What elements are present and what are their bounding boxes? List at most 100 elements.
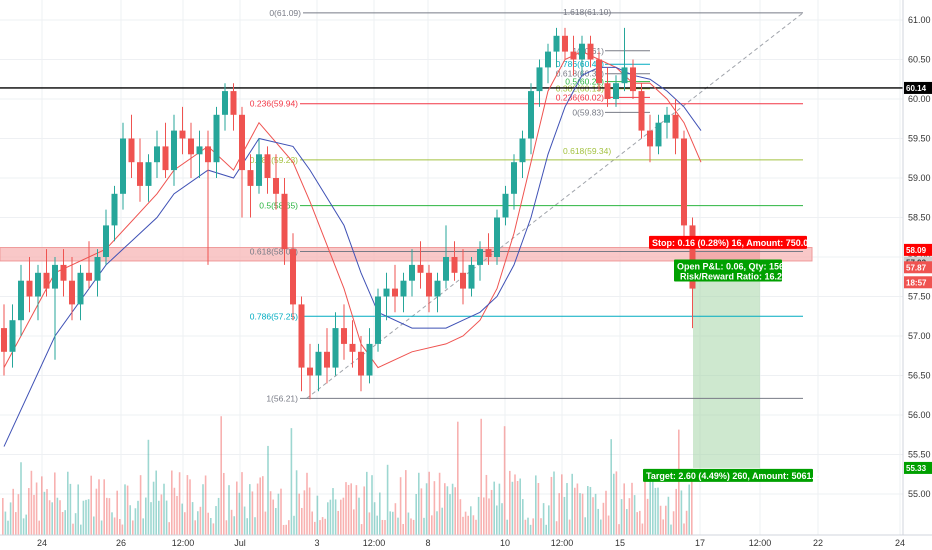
volume-bar bbox=[87, 499, 90, 535]
volume-bar bbox=[108, 498, 111, 535]
time-axis-tick: 3 bbox=[314, 538, 319, 548]
volume-bar bbox=[397, 517, 399, 535]
fib-level-label: 0.618(58.07) bbox=[250, 246, 298, 256]
volume-bar bbox=[553, 471, 555, 535]
volume-bar bbox=[399, 477, 402, 535]
time-axis-tick: 22 bbox=[813, 538, 823, 548]
volume-bar bbox=[420, 488, 423, 535]
volume-bar bbox=[373, 502, 376, 535]
candle-body bbox=[417, 264, 424, 273]
volume-bar bbox=[415, 493, 417, 535]
volume-bar bbox=[480, 418, 482, 535]
volume-bar bbox=[298, 493, 300, 535]
pnl-label-box[interactable] bbox=[674, 259, 782, 282]
volume-bar bbox=[509, 470, 511, 535]
stop-label-box[interactable] bbox=[649, 235, 807, 249]
volume-bar bbox=[48, 500, 51, 535]
volume-bar bbox=[589, 486, 592, 535]
fib-small-level-label: 0.618(60.32) bbox=[556, 69, 604, 79]
volume-bar bbox=[327, 502, 329, 535]
fib-level-label: 0.382(59.23) bbox=[250, 155, 298, 165]
candle-body bbox=[86, 272, 92, 281]
volume-bar bbox=[64, 510, 66, 535]
candle-body bbox=[621, 67, 628, 84]
volume-bar bbox=[568, 519, 571, 535]
volume-bar bbox=[563, 496, 566, 535]
candle-body bbox=[1, 328, 7, 352]
time-axis-tick: 8 bbox=[425, 538, 430, 548]
volume-bar bbox=[233, 516, 235, 535]
fib-level-label: 1(56.21) bbox=[266, 393, 298, 403]
volume-bar bbox=[410, 518, 412, 535]
volume-bar bbox=[462, 516, 464, 535]
price-axis-tick: 58.50 bbox=[908, 213, 931, 223]
price-tag-box[interactable] bbox=[904, 276, 932, 289]
volume-bar bbox=[256, 483, 259, 535]
resistance-zone bbox=[0, 247, 813, 262]
volume-bar bbox=[571, 473, 573, 535]
volume-bar bbox=[56, 497, 59, 535]
volume-bar bbox=[683, 523, 685, 535]
volume-bar bbox=[524, 519, 527, 535]
price-tag-box[interactable] bbox=[904, 261, 932, 274]
candle-body bbox=[307, 367, 313, 376]
volume-bar bbox=[20, 462, 22, 535]
volume-bar bbox=[446, 486, 449, 535]
candle-body bbox=[655, 122, 662, 147]
price-tag-label: 58.09 bbox=[906, 246, 927, 255]
candle-body bbox=[26, 280, 33, 297]
volume-bar bbox=[173, 487, 176, 535]
volume-bar bbox=[238, 492, 241, 535]
volume-bar bbox=[667, 496, 670, 535]
candle-body bbox=[579, 43, 585, 60]
candle-body bbox=[366, 343, 373, 376]
volume-bar bbox=[347, 484, 350, 535]
fib-level-label: 0.5(58.65) bbox=[259, 201, 298, 211]
volume-bar bbox=[61, 511, 64, 535]
volume-bar bbox=[540, 518, 542, 535]
volume-bar bbox=[392, 511, 394, 535]
volume-bar bbox=[503, 426, 506, 535]
volume-bar bbox=[225, 520, 228, 535]
volume-bar bbox=[126, 485, 129, 535]
volume-bar bbox=[319, 520, 321, 535]
price-tag-box[interactable] bbox=[904, 243, 932, 256]
volume-bar bbox=[160, 494, 163, 535]
volume-bar bbox=[584, 517, 586, 535]
volume-bar bbox=[119, 519, 121, 535]
volume-bar bbox=[532, 518, 534, 535]
target-label-box[interactable] bbox=[643, 468, 813, 482]
volume-bar bbox=[405, 470, 407, 535]
candle-body bbox=[196, 146, 203, 155]
volume-bar bbox=[368, 512, 371, 535]
candle-body bbox=[247, 170, 254, 186]
volume-bar bbox=[163, 483, 165, 535]
volume-bar bbox=[488, 498, 490, 535]
volume-bar bbox=[334, 499, 337, 535]
candle-body bbox=[264, 154, 271, 178]
candle-body bbox=[553, 35, 560, 52]
stop-zone bbox=[693, 249, 760, 263]
time-axis-tick: 12:00 bbox=[749, 538, 772, 548]
volume-bar bbox=[345, 482, 347, 535]
candle-body bbox=[383, 288, 390, 297]
volume-bar bbox=[142, 518, 144, 535]
price-tag-box[interactable] bbox=[904, 461, 932, 474]
volume-bar bbox=[360, 524, 363, 535]
volume-bar bbox=[210, 518, 212, 535]
candle-body bbox=[188, 138, 194, 155]
volume-bar bbox=[501, 503, 503, 535]
stop-label: Stop: 0.16 (0.28%) 16, Amount: 750.08 bbox=[652, 238, 813, 248]
fib-small-level-label: 0(59.83) bbox=[572, 107, 604, 117]
volume-bar bbox=[436, 511, 438, 535]
volume-bar bbox=[659, 505, 662, 535]
candle-body bbox=[239, 114, 245, 171]
volume-bar bbox=[15, 512, 17, 535]
price-tag-box[interactable] bbox=[904, 81, 932, 94]
volume-bar bbox=[644, 472, 646, 535]
volume-bar bbox=[82, 500, 85, 535]
volume-bar bbox=[620, 499, 623, 535]
candle-body bbox=[604, 83, 611, 99]
